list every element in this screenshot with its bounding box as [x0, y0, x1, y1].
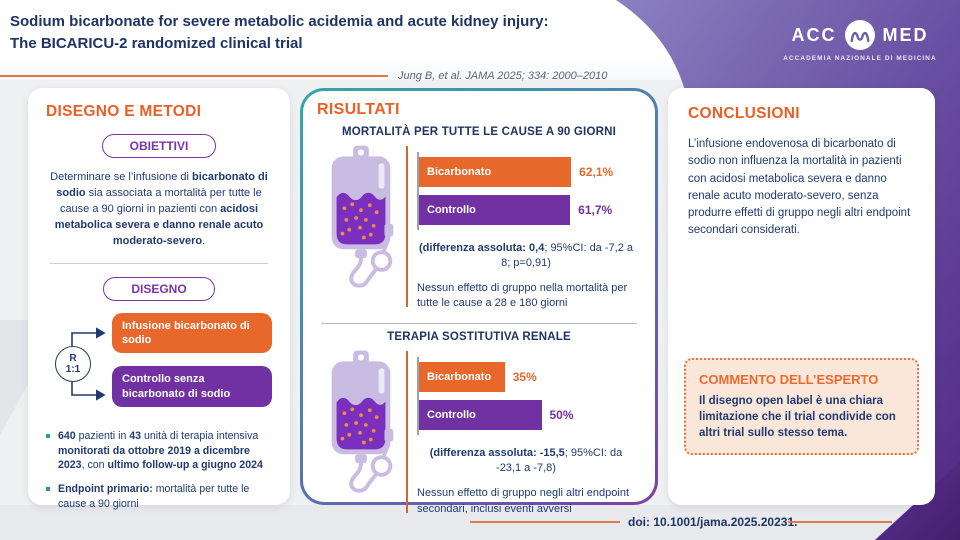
results-heading: RISULTATI: [317, 101, 400, 118]
bullet-marker: [46, 433, 50, 438]
objectives-pill: OBIETTIVI: [101, 134, 217, 158]
conclusions-card: CONCLUSIONI L’infusione endovenosa di bi…: [668, 88, 935, 505]
stats-text-mortality: (differenza assoluta: 0,4; 95%CI: da -7,…: [419, 242, 633, 269]
note-text-renal: Nessun effetto di gruppo negli altri end…: [417, 487, 629, 515]
results-block-mortality: MORTALITÀ PER TUTTE LE CAUSE A 90 GIORNI: [317, 126, 641, 311]
results-block-renal: TERAPIA SOSTITUTIVA RENALE: [317, 331, 641, 516]
expert-comment-box: COMMENTO DELL’ESPERTO Il disegno open la…: [684, 358, 919, 456]
vertical-divider: [406, 146, 408, 308]
randomization-circle: R 1:1: [55, 345, 91, 382]
chart-title-renal: TERAPIA SOSTITUTIVA RENALE: [387, 331, 571, 344]
methods-card: DISEGNO E METODI OBIETTIVI Determinare s…: [28, 88, 290, 510]
citation: Jung B, et al. JAMA 2025; 334: 2000–2010: [398, 70, 608, 82]
expert-text: Il disegno open label è una chiara limit…: [699, 395, 896, 440]
methods-heading: DISEGNO E METODI: [46, 103, 202, 120]
methods-bullet-list: 640 pazienti in 43 unità di terapia inte…: [46, 429, 272, 512]
page-title-line2: The BICARICU-2 randomized clinical trial: [10, 34, 303, 52]
footer-band: doi: 10.1001/jama.2025.20231.: [0, 505, 960, 540]
doi-divider-line-left: [470, 521, 620, 523]
chart-title-mortality: MORTALITÀ PER TUTTE LE CAUSE A 90 GIORNI: [342, 126, 616, 138]
objective-text: Determinare se l’infusione di bicarbonat…: [50, 171, 268, 247]
page-title-line1: Sodium bicarbonate for severe metabolic …: [10, 13, 549, 30]
note-text-mortality: Nessun effetto di gruppo nella mortalità…: [417, 281, 628, 310]
section-divider: [50, 262, 268, 264]
citation-divider-line: [0, 75, 388, 77]
bar-controllo: Controllo: [419, 400, 542, 431]
bullet-marker: [46, 487, 50, 492]
connector-arrows-icon: [71, 327, 106, 401]
results-card: RISULTATI MORTALITÀ PER TUTTE LE CAUSE A…: [303, 91, 655, 515]
conclusion-text: L’infusione endovenosa di bicarbonato di…: [688, 138, 911, 237]
citation-row: Jung B, et al. JAMA 2025; 334: 2000–2010: [0, 70, 607, 82]
footer-doi: doi: 10.1001/jama.2025.20231.: [628, 515, 798, 529]
logo-acc-text: ACC: [791, 24, 837, 45]
design-pill: DISEGNO: [103, 276, 215, 301]
bar-chart-renal: Bicarbonato 35% Controllo 50%: [417, 357, 641, 436]
logo-subtitle: ACCADEMIA NAZIONALE DI MEDICINA: [783, 55, 937, 62]
doi-divider-line-right: [788, 521, 892, 523]
bar-bicarbonato: Bicarbonato: [419, 157, 572, 187]
bar-controllo: Controllo: [419, 195, 571, 225]
results-card-border: RISULTATI MORTALITÀ PER TUTTE LE CAUSE A…: [300, 88, 658, 515]
bar-value-bicarbonato: 62,1%: [579, 165, 614, 179]
bullet-item-endpoint: Endpoint primario: mortalità per tutte l…: [46, 482, 272, 512]
page-title: Sodium bicarbonate for severe metabolic …: [10, 11, 549, 55]
logo-med-text: MED: [882, 24, 929, 45]
bar-value-controllo: 61,7%: [578, 203, 613, 217]
accmed-logo: ACC MED ACCADEMIA NAZIONALE DI MEDICINA: [775, 20, 945, 62]
iv-bag-icon: [331, 145, 394, 288]
bar-value-bicarbonato: 35%: [512, 370, 537, 385]
arm-box-bicarbonate: Infusione bicarbonato di sodio: [112, 312, 272, 354]
bar-bicarbonato: Bicarbonato: [419, 362, 505, 393]
iv-bag-icon: [331, 351, 394, 494]
arm-box-control: Controllo senza bicarbonato di sodio: [112, 366, 272, 407]
expert-heading: COMMENTO DELL’ESPERTO: [699, 372, 879, 387]
vertical-divider: [406, 351, 408, 513]
bullet-item-patients: 640 pazienti in 43 unità di terapia inte…: [46, 429, 272, 473]
results-divider: [321, 323, 637, 325]
bar-value-controllo: 50%: [549, 408, 574, 423]
stats-text-renal: (differenza assoluta: -15,5; 95%CI: da -…: [429, 447, 623, 475]
logo-m-icon: [844, 20, 875, 50]
randomization-diagram: R 1:1 Infusione bicarbonato di sodio Con…: [46, 312, 272, 417]
conclusions-heading: CONCLUSIONI: [688, 105, 800, 122]
bar-chart-mortality: Bicarbonato 62,1% Controllo 61,7%: [417, 152, 641, 230]
